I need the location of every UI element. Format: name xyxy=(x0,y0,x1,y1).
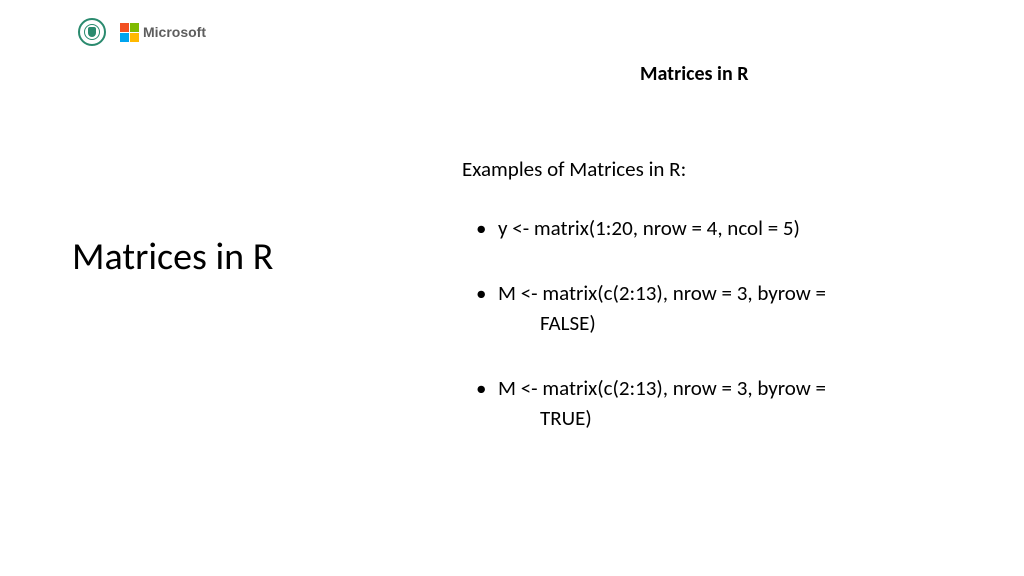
institution-seal-icon xyxy=(78,18,106,46)
header-logos: Microsoft xyxy=(78,18,206,46)
microsoft-squares-icon xyxy=(120,23,139,42)
ms-square-green xyxy=(130,23,139,32)
intro-text: Examples of Matrices in R: xyxy=(462,156,942,182)
content-block: Examples of Matrices in R: y <- matrix(1… xyxy=(462,156,942,469)
microsoft-logo: Microsoft xyxy=(120,23,206,42)
ms-square-blue xyxy=(120,33,129,42)
microsoft-text: Microsoft xyxy=(143,24,206,40)
list-item: y <- matrix(1:20, nrow = 4, ncol = 5) xyxy=(462,214,942,243)
bullet-line1: M <- matrix(c(2:13), nrow = 3, byrow = xyxy=(498,280,826,306)
example-list: y <- matrix(1:20, nrow = 4, ncol = 5) M … xyxy=(462,214,942,433)
bullet-line2: FALSE) xyxy=(498,309,942,338)
bullet-line2: TRUE) xyxy=(498,404,942,433)
bullet-line1: M <- matrix(c(2:13), nrow = 3, byrow = xyxy=(498,375,826,401)
slide-header-title: Matrices in R xyxy=(640,62,749,86)
list-item: M <- matrix(c(2:13), nrow = 3, byrow = T… xyxy=(462,374,942,433)
main-title: Matrices in R xyxy=(72,234,273,280)
list-item: M <- matrix(c(2:13), nrow = 3, byrow = F… xyxy=(462,279,942,338)
ms-square-yellow xyxy=(130,33,139,42)
bullet-line1: y <- matrix(1:20, nrow = 4, ncol = 5) xyxy=(498,215,800,241)
ms-square-red xyxy=(120,23,129,32)
